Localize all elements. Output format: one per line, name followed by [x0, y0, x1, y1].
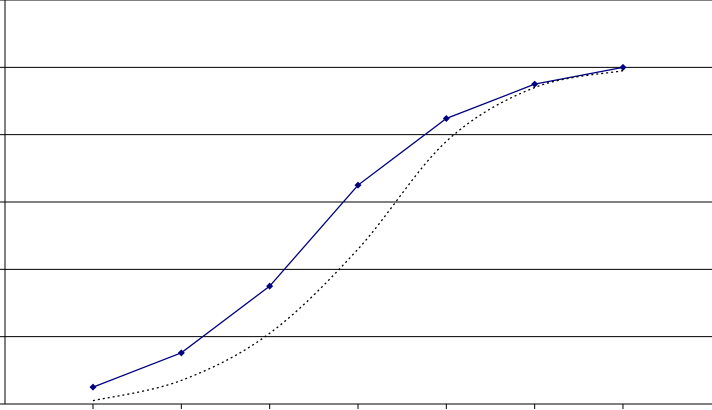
data-point	[266, 282, 274, 290]
data-point	[619, 63, 627, 71]
series-line	[92, 70, 624, 402]
data-point	[89, 383, 97, 391]
data-point	[354, 181, 362, 189]
series-line	[92, 66, 624, 388]
data-point	[177, 349, 185, 357]
data-point	[531, 80, 539, 88]
data-point	[442, 115, 450, 123]
